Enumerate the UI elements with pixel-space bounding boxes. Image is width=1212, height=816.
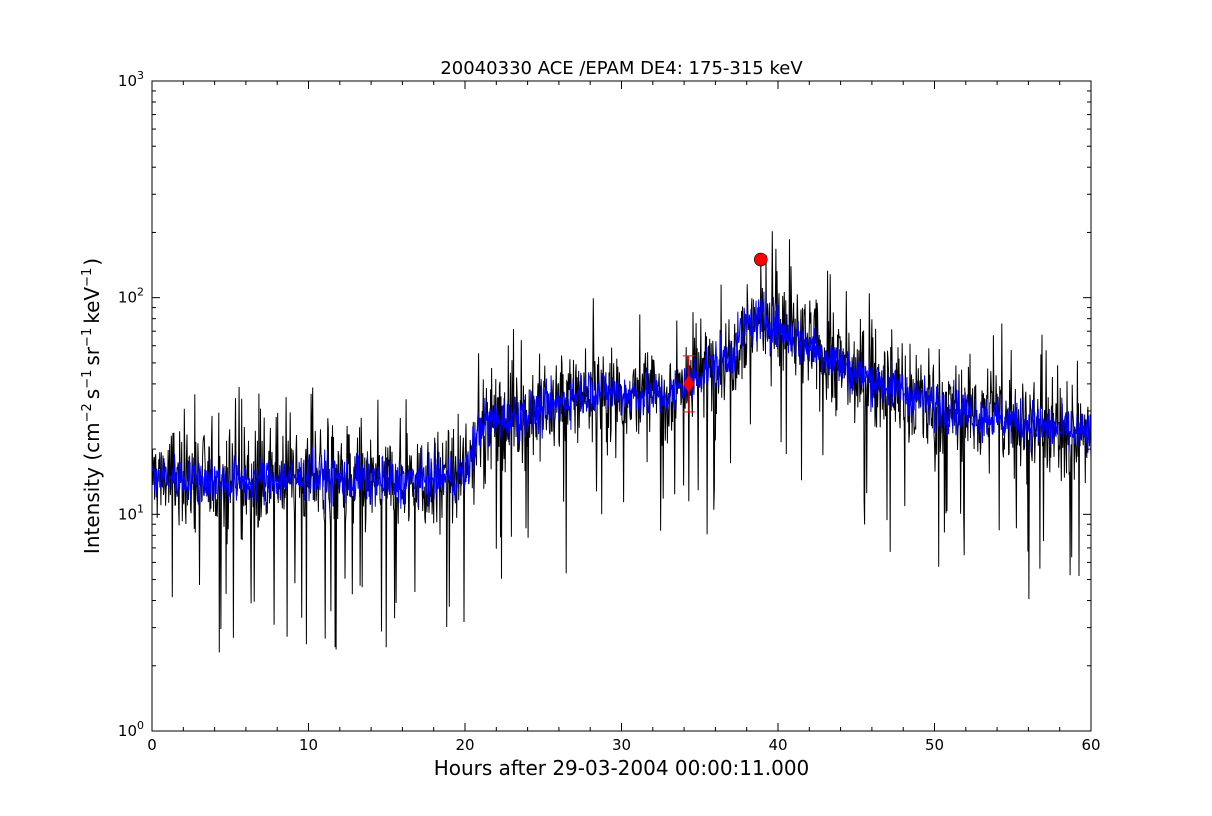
x-tick-label: 30 bbox=[612, 736, 631, 754]
y-tick-label: 103 bbox=[118, 69, 144, 90]
y-tick-label-base: 10 bbox=[118, 505, 137, 523]
y-axis-label-mid2: sr bbox=[80, 346, 104, 365]
y-tick-label: 100 bbox=[118, 719, 144, 740]
x-tick-label: 60 bbox=[1081, 736, 1100, 754]
y-axis-label-exp2: −1 bbox=[80, 370, 95, 389]
y-tick-label-exp: 0 bbox=[137, 719, 144, 732]
y-tick-label-exp: 1 bbox=[137, 502, 144, 515]
y-tick-label-exp: 2 bbox=[137, 286, 144, 299]
series-raw-line bbox=[152, 231, 1092, 653]
y-tick-label-base: 10 bbox=[118, 72, 137, 90]
y-tick-label: 102 bbox=[118, 286, 144, 307]
peak-marker-circle bbox=[753, 252, 768, 267]
data-layer bbox=[151, 231, 1092, 653]
series-smoothed-line bbox=[151, 291, 1092, 514]
y-tick-label-base: 10 bbox=[118, 722, 137, 740]
chart-title: 20040330 ACE /EPAM DE4: 175-315 keV bbox=[440, 58, 803, 79]
onset-marker-diamond bbox=[683, 374, 695, 393]
y-tick-label-base: 10 bbox=[118, 289, 137, 307]
y-axis-label-suffix: ) bbox=[80, 258, 104, 266]
x-tick-label: 0 bbox=[147, 736, 157, 754]
y-axis-label-mid1: s bbox=[80, 389, 104, 399]
y-axis-label-mid3: keV bbox=[80, 287, 104, 324]
y-axis-label-prefix: Intensity (cm bbox=[80, 422, 104, 554]
x-tick-label: 20 bbox=[455, 736, 474, 754]
y-tick-label-exp: 3 bbox=[137, 69, 144, 82]
x-tick-label: 10 bbox=[299, 736, 318, 754]
y-axis-label-exp4: −1 bbox=[80, 268, 95, 287]
x-tick-label: 50 bbox=[925, 736, 944, 754]
x-axis-label: Hours after 29-03-2004 00:00:11.000 bbox=[434, 756, 810, 780]
x-tick-label: 40 bbox=[768, 736, 787, 754]
y-tick-label: 101 bbox=[118, 502, 144, 523]
y-axis-label: Intensity (cm−2s−1sr−1keV−1) bbox=[80, 258, 104, 554]
y-axis-label-exp3: −1 bbox=[80, 328, 95, 347]
y-axis-label-exp1: −2 bbox=[80, 403, 95, 422]
